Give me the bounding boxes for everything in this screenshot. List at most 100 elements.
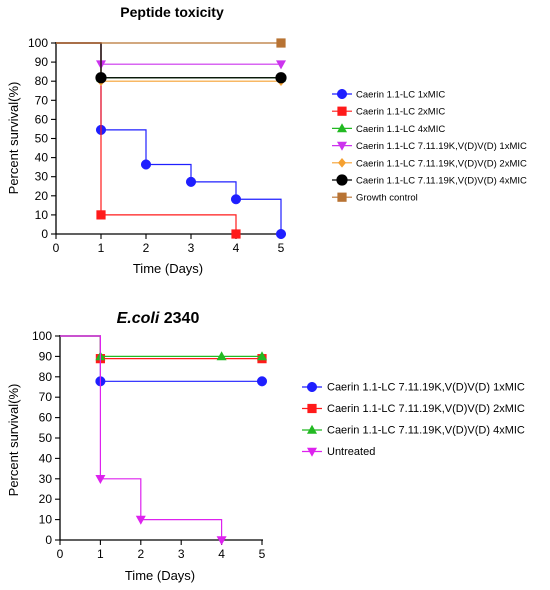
legend-item: Caerin 1.1-LC 4xMIC [332, 123, 445, 135]
data-point [135, 515, 146, 525]
y-tick-label: 90 [39, 349, 53, 363]
y-tick-label: 70 [35, 93, 49, 107]
data-point [230, 194, 242, 205]
legend-item: Untreated [302, 446, 375, 458]
legend-label: Caerin 1.1-LC 7.11.19K,V(D)V(D) 4xMIC [356, 176, 527, 187]
legend-marker [336, 88, 348, 100]
y-tick-label: 40 [35, 151, 49, 165]
y-tick-label: 80 [35, 74, 49, 88]
series-1 [56, 42, 287, 240]
series-4 [60, 335, 227, 546]
series-3 [56, 42, 286, 82]
series-1 [60, 335, 268, 387]
series-line [56, 42, 281, 82]
x-tick-label: 3 [178, 547, 185, 561]
legend-label: Caerin 1.1-LC 1xMIC [356, 90, 445, 101]
y-tick-label: 50 [39, 431, 53, 445]
legend-label: Caerin 1.1-LC 7.11.19K,V(D)V(D) 1xMIC [327, 382, 525, 394]
x-axis-label: Time (Days) [125, 568, 195, 583]
data-point [276, 38, 286, 48]
x-axis-label: Time (Days) [133, 261, 203, 276]
series-3 [60, 335, 267, 361]
series-line [56, 42, 281, 65]
y-tick-label: 0 [41, 227, 48, 241]
series-line [60, 335, 223, 540]
data-point [257, 351, 267, 361]
y-tick-label: 60 [35, 112, 49, 126]
y-tick-label: 90 [35, 55, 49, 69]
y-tick-label: 40 [39, 451, 53, 465]
data-point [216, 536, 227, 546]
legend-marker [337, 123, 347, 133]
series-line [56, 42, 281, 79]
legend-item: Caerin 1.1-LC 1xMIC [332, 88, 445, 101]
legend-item: Caerin 1.1-LC 7.11.19K,V(D)V(D) 1xMIC [302, 382, 525, 394]
y-tick-label: 10 [35, 208, 49, 222]
y-tick-label: 30 [39, 472, 53, 486]
data-point [96, 210, 106, 220]
data-point [256, 376, 268, 387]
legend-marker [337, 106, 347, 116]
legend-label: Untreated [327, 446, 375, 458]
legend-item: Growth control [332, 192, 418, 204]
legend: Caerin 1.1-LC 7.11.19K,V(D)V(D) 1xMIC Cae… [302, 382, 525, 458]
x-tick-label: 0 [57, 547, 64, 561]
y-tick-label: 20 [39, 492, 53, 506]
y-tick-label: 100 [28, 36, 48, 50]
chart-title: Peptide toxicity [120, 4, 224, 20]
data-point [95, 475, 106, 484]
series-line [56, 42, 281, 79]
data-point [140, 159, 152, 170]
series-7 [56, 38, 286, 48]
y-tick-label: 60 [39, 411, 53, 425]
data-point [276, 60, 286, 70]
chart-2: E.coli 2340 0 10 20 30 40 50 60 70 80 90 100 0 1 2 3 4 5 T… [6, 310, 525, 583]
x-tick-label: 5 [278, 241, 285, 255]
x-tick-label: 1 [97, 547, 104, 561]
x-tick-label: 1 [98, 241, 105, 255]
chart-1: Peptide toxicity 0 10 20 30 40 50 60 70 80 90 100 0 1… [6, 4, 527, 276]
legend-marker [337, 141, 347, 151]
series-line [60, 335, 262, 360]
y-tick-label: 10 [39, 513, 53, 527]
data-point [185, 176, 197, 187]
data-point [216, 351, 227, 361]
x-tick-label: 5 [259, 547, 266, 561]
data-point [275, 72, 287, 84]
legend-marker [307, 403, 317, 414]
series-4 [56, 42, 286, 70]
legend-item: Caerin 1.1-LC 7.11.19K,V(D)V(D) 1xMIC [332, 141, 527, 152]
series-6 [56, 42, 287, 84]
legend-marker [306, 381, 318, 393]
x-tick-label: 2 [137, 547, 144, 561]
data-point [231, 229, 241, 239]
legend-marker [307, 424, 317, 434]
series-line [60, 335, 262, 357]
x-tick-label: 2 [143, 241, 150, 255]
y-tick-label: 0 [45, 533, 52, 547]
y-tick-label: 20 [35, 189, 49, 203]
legend-item: Caerin 1.1-LC 7.11.19K,V(D)V(D) 4xMIC [332, 174, 527, 187]
y-tick-label: 80 [39, 370, 53, 384]
legend-label: Caerin 1.1-LC 7.11.19K,V(D)V(D) 4xMIC [327, 425, 525, 437]
legend-item: Caerin 1.1-LC 7.11.19K,V(D)V(D) 2xMIC [302, 403, 525, 415]
y-tick-label: 70 [39, 390, 53, 404]
legend-marker [337, 192, 347, 202]
y-tick-label: 50 [35, 132, 49, 146]
y-axis-label: Percent survival(%) [6, 82, 21, 195]
legend-label: Caerin 1.1-LC 7.11.19K,V(D)V(D) 1xMIC [356, 141, 527, 152]
x-tick-label: 4 [233, 241, 240, 255]
legend-label: Caerin 1.1-LC 7.11.19K,V(D)V(D) 2xMIC [327, 403, 525, 415]
legend-label: Caerin 1.1-LC 7.11.19K,V(D)V(D) 2xMIC [356, 158, 527, 169]
x-tick-label: 0 [53, 241, 60, 255]
data-point [95, 72, 107, 84]
series-2 [60, 335, 267, 364]
series-2 [56, 42, 241, 239]
legend-item: Caerin 1.1-LC 7.11.19K,V(D)V(D) 2xMIC [332, 158, 527, 169]
legend-marker [336, 174, 348, 186]
legend-marker [338, 158, 346, 168]
legend-marker [307, 447, 317, 457]
legend: Caerin 1.1-LC 1xMIC Caerin 1.1-LC 2xMIC Ca… [332, 88, 527, 204]
series-line [56, 42, 282, 234]
